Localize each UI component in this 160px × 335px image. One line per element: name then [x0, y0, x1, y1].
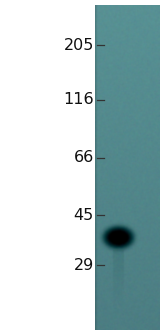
- Text: 29: 29: [74, 258, 94, 272]
- Text: 116: 116: [63, 92, 94, 108]
- Text: 205: 205: [64, 38, 94, 53]
- Text: 45: 45: [74, 207, 94, 222]
- Text: 66: 66: [74, 150, 94, 165]
